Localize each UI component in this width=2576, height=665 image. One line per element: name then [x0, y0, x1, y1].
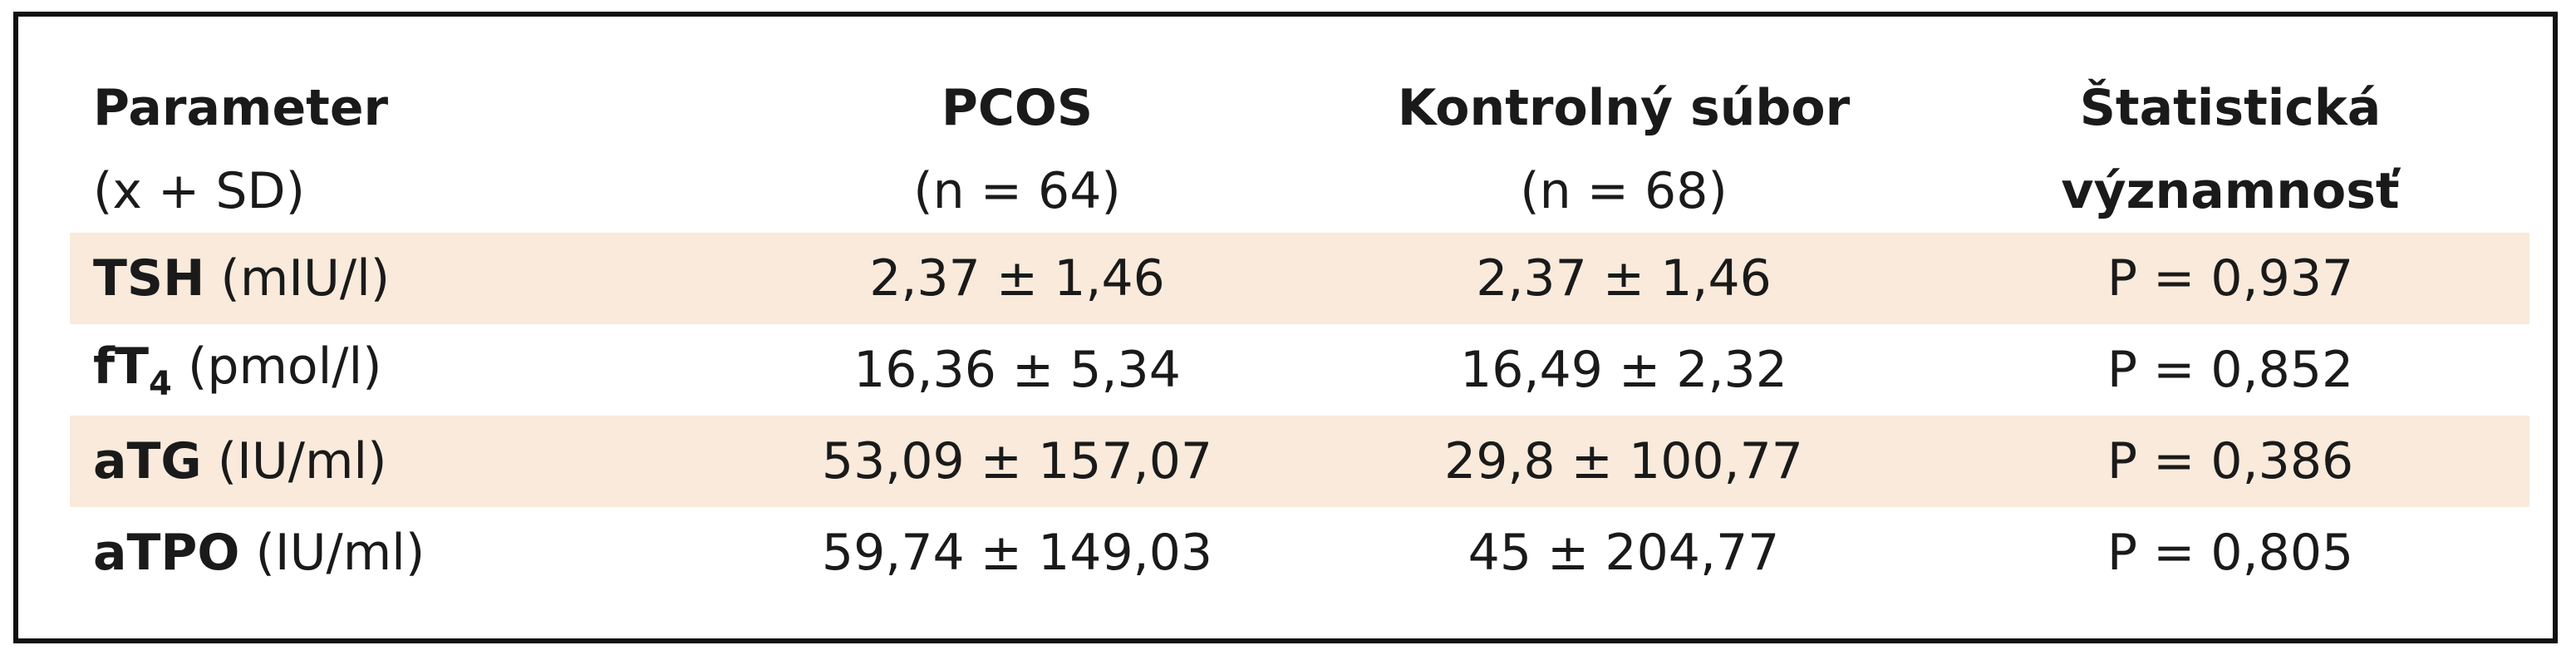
table-row: aTG (IU/ml) 53,09 ± 157,07 29,8 ± 100,77…	[70, 416, 2529, 507]
table-row: aTPO (IU/ml) 59,74 ± 149,03 45 ± 204,77 …	[70, 507, 2529, 598]
control-value: 45 ± 204,77	[1467, 524, 1780, 582]
param-subscript: 4	[149, 364, 172, 403]
control-value: 16,49 ± 2,32	[1460, 341, 1787, 399]
table-header-row-2: (x + SD) (n = 64) (n = 68) významnosť	[70, 150, 2529, 233]
param-cell: aTG (IU/ml)	[70, 432, 718, 490]
header-significance: Štatistická	[2079, 79, 2382, 137]
control-value: 29,8 ± 100,77	[1444, 432, 1803, 490]
table-row: TSH (mIU/l) 2,37 ± 1,46 2,37 ± 1,46 P = …	[70, 233, 2529, 324]
p-value: P = 0,805	[2107, 524, 2354, 582]
param-cell: aTPO (IU/ml)	[70, 524, 718, 582]
pcos-value: 59,74 ± 149,03	[821, 524, 1213, 582]
param-name: aTG	[93, 432, 202, 490]
param-cell: fT4 (pmol/l)	[70, 337, 718, 403]
table-header-row-1: Parameter PCOS Kontrolný súbor Štatistic…	[70, 66, 2529, 150]
header-significance-line2: významnosť	[2061, 162, 2400, 220]
p-value: P = 0,937	[2107, 249, 2354, 308]
header-parameter: Parameter	[93, 79, 389, 137]
header-pcos: PCOS	[941, 79, 1094, 137]
header-control: Kontrolný súbor	[1397, 79, 1851, 137]
p-value: P = 0,852	[2107, 341, 2354, 399]
pcos-value: 2,37 ± 1,46	[869, 249, 1165, 308]
param-cell: TSH (mIU/l)	[70, 249, 718, 308]
header-parameter-sub: (x + SD)	[93, 162, 306, 220]
header-pcos-n: (n = 64)	[913, 162, 1121, 220]
table-row: fT4 (pmol/l) 16,36 ± 5,34 16,49 ± 2,32 P…	[70, 324, 2529, 416]
param-unit: (IU/ml)	[239, 524, 425, 582]
param-unit: (mIU/l)	[204, 249, 391, 308]
param-name: TSH	[93, 249, 205, 308]
param-name: aTPO	[93, 524, 240, 582]
p-value: P = 0,386	[2107, 432, 2354, 490]
param-name: fT	[93, 337, 150, 396]
header-control-n: (n = 68)	[1520, 162, 1728, 220]
table-frame: Parameter PCOS Kontrolný súbor Štatistic…	[13, 12, 2558, 643]
pcos-value: 16,36 ± 5,34	[853, 341, 1181, 399]
param-unit: (IU/ml)	[201, 432, 387, 490]
pcos-value: 53,09 ± 157,07	[821, 432, 1213, 490]
control-value: 2,37 ± 1,46	[1476, 249, 1772, 308]
param-unit: (pmol/l)	[171, 337, 382, 396]
results-table: Parameter PCOS Kontrolný súbor Štatistic…	[70, 66, 2529, 598]
